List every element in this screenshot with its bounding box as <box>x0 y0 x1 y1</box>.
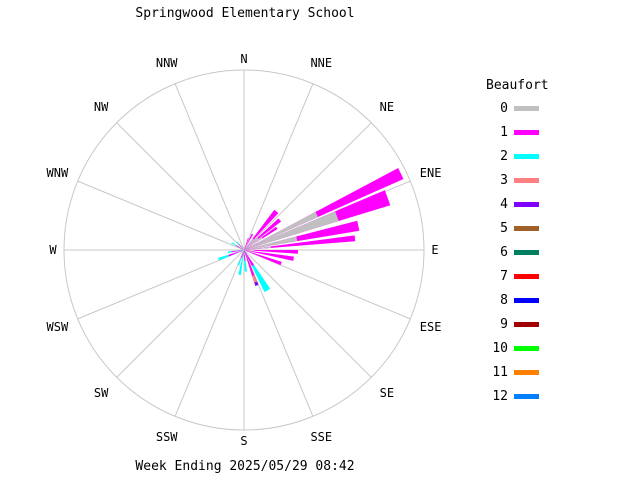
legend-title: Beaufort <box>486 78 549 93</box>
legend-item: 1 <box>478 125 539 140</box>
legend-label: 1 <box>500 125 508 140</box>
direction-label-nne: NNE <box>310 56 333 71</box>
spoke-line <box>243 249 411 320</box>
legend-swatch <box>514 106 539 111</box>
rose-petal <box>239 244 244 250</box>
spoke-line <box>174 83 245 251</box>
legend-swatch <box>514 394 539 399</box>
chart-title: Springwood Elementary School <box>135 6 355 21</box>
direction-label-nw: NW <box>93 100 109 115</box>
rose-petal <box>240 250 244 259</box>
legend-swatch <box>514 274 539 279</box>
rose-petal <box>236 245 244 250</box>
direction-label-se: SE <box>379 385 395 400</box>
direction-label-ne: NE <box>379 100 395 115</box>
spoke-line <box>243 83 314 251</box>
rose-petals <box>218 168 404 293</box>
spoke-line <box>243 249 314 417</box>
spoke-line <box>77 249 245 320</box>
rose-petal <box>244 238 249 250</box>
legend-item: 11 <box>478 365 539 380</box>
legend-swatch <box>514 346 539 351</box>
legend-label: 2 <box>500 149 508 164</box>
legend-item: 12 <box>478 389 539 404</box>
rose-petal <box>244 211 339 250</box>
legend-label: 7 <box>500 269 508 284</box>
direction-label-sse: SSE <box>310 429 333 444</box>
legend-item: 7 <box>478 269 539 284</box>
spoke-line <box>77 180 245 251</box>
legend-label: 3 <box>500 173 508 188</box>
rose-petal <box>242 250 244 258</box>
legend-label: 4 <box>500 197 508 212</box>
spoke-line <box>243 122 372 251</box>
legend-item: 10 <box>478 341 539 356</box>
spoke-line <box>243 249 372 378</box>
legend-label: 9 <box>500 317 508 332</box>
legend-item: 9 <box>478 317 539 332</box>
rose-grid <box>63 69 425 431</box>
direction-label-wsw: WSW <box>46 320 69 335</box>
legend-item: 3 <box>478 173 539 188</box>
legend-item: 4 <box>478 197 539 212</box>
direction-label-sw: SW <box>93 385 109 400</box>
direction-label-ene: ENE <box>419 165 442 180</box>
legend-item: 0 <box>478 101 539 116</box>
rose-petal <box>244 250 246 261</box>
legend-label: 11 <box>492 365 508 380</box>
spoke-line <box>116 249 245 378</box>
rose-petal <box>231 250 244 253</box>
legend-swatch <box>514 178 539 183</box>
rose-petal <box>244 250 298 254</box>
rose-petal <box>244 238 254 250</box>
legend-label: 6 <box>500 245 508 260</box>
legend-label: 12 <box>492 389 508 404</box>
legend-label: 0 <box>500 101 508 116</box>
rose-petal <box>244 211 318 250</box>
direction-label-wnw: WNW <box>46 165 69 180</box>
direction-label-e: E <box>431 243 439 257</box>
direction-label-ese: ESE <box>419 320 442 335</box>
legend-swatch <box>514 250 539 255</box>
rose-petal <box>244 246 271 250</box>
direction-label-s: S <box>240 434 248 448</box>
spoke-line <box>116 122 245 251</box>
legend-item: 6 <box>478 245 539 260</box>
legend-swatch <box>514 370 539 375</box>
legend-swatch <box>514 298 539 303</box>
rose-petal <box>244 236 298 250</box>
direction-label-nnw: NNW <box>155 56 178 71</box>
rose-petal <box>244 237 263 250</box>
legend-swatch <box>514 226 539 231</box>
legend-swatch <box>514 154 539 159</box>
direction-label-n: N <box>240 52 248 66</box>
direction-label-ssw: SSW <box>155 429 178 444</box>
rose-petal <box>244 250 255 276</box>
legend-item: 2 <box>478 149 539 164</box>
legend-label: 10 <box>492 341 508 356</box>
legend-swatch <box>514 130 539 135</box>
rose-petal <box>244 233 254 250</box>
rose-petal <box>244 250 255 251</box>
spoke-line <box>174 249 245 417</box>
legend-swatch <box>514 202 539 207</box>
rose-petal <box>244 250 255 267</box>
direction-label-w: W <box>49 243 57 257</box>
legend-swatch <box>514 322 539 327</box>
legend-label: 8 <box>500 293 508 308</box>
rose-petal <box>244 237 259 250</box>
rose-petal <box>244 250 282 266</box>
legend-item: 8 <box>478 293 539 308</box>
rose-petal <box>244 235 356 250</box>
legend-item: 5 <box>478 221 539 236</box>
legend-label: 5 <box>500 221 508 236</box>
rose-petal <box>228 250 244 257</box>
chart-footer: Week Ending 2025/05/29 08:42 <box>135 459 355 474</box>
rose-petal <box>244 250 294 261</box>
